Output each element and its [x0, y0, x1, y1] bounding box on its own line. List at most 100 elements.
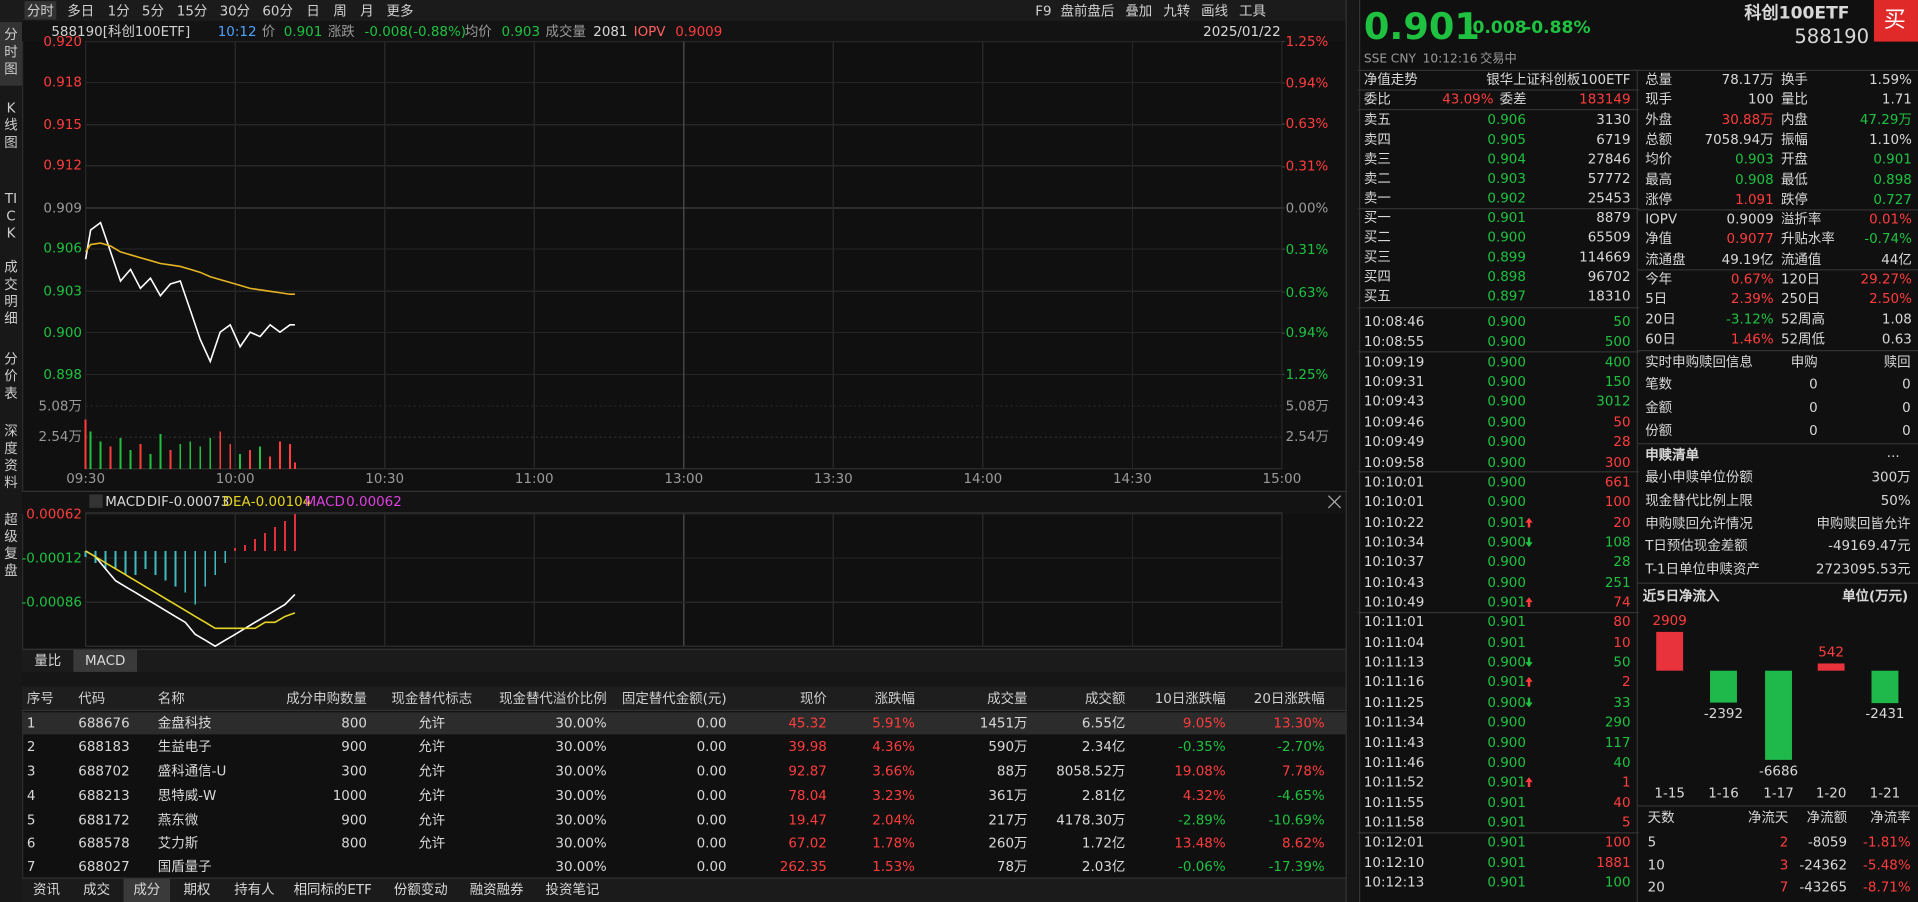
trade-price: 0.901	[1487, 814, 1526, 831]
toolbar-tab[interactable]: 日	[306, 3, 320, 19]
bottom-tab[interactable]: 资讯	[33, 881, 60, 898]
trade-arrow	[1525, 537, 1533, 548]
average-line	[84, 242, 295, 296]
column-header[interactable]: 现价	[799, 690, 827, 707]
bottom-tab[interactable]: 持有人	[234, 881, 275, 898]
label: 委比	[1363, 91, 1391, 108]
bottom-tabs	[22, 877, 1346, 902]
side-tab[interactable]: 成交明细	[4, 259, 18, 327]
label: 6719	[1596, 131, 1631, 148]
table-cell: 92.87	[788, 763, 827, 780]
label: 5日	[1645, 291, 1668, 307]
toolbar-tab[interactable]: 多日	[67, 3, 95, 19]
table-cell: 5.91%	[872, 715, 915, 732]
more-button[interactable]: ...	[1886, 444, 1900, 461]
bottom-tab[interactable]: 相同标的ETF	[293, 881, 372, 898]
table-cell: 4.32%	[1182, 787, 1226, 804]
label: 最高	[1645, 171, 1673, 188]
table-cell: 允许	[418, 763, 446, 780]
label: 流通值	[1780, 251, 1822, 268]
section-title: 近5日净流入	[1642, 588, 1720, 604]
table-cell: -2.89%	[1178, 812, 1226, 828]
trade-price: 0.901	[1487, 674, 1526, 691]
buy-button[interactable]: 买	[1883, 7, 1906, 34]
chart-tab[interactable]: MACD	[85, 652, 126, 669]
toolbar-button[interactable]: 画线	[1201, 3, 1229, 19]
chart-tab[interactable]: 量比	[34, 652, 62, 669]
table-cell: 生益电子	[157, 738, 212, 755]
toolbar-button[interactable]: 盘前盘后	[1060, 3, 1115, 19]
selected-row[interactable]	[22, 712, 1346, 735]
inflow-category: 1-17	[1763, 785, 1794, 802]
column-header[interactable]: 代码	[78, 690, 106, 707]
label: MACD	[304, 493, 345, 510]
toolbar-button[interactable]: 九转	[1163, 3, 1191, 19]
column-header[interactable]: 固定替代金额(元)	[621, 690, 727, 707]
column-header[interactable]: 名称	[157, 690, 185, 707]
side-tab[interactable]: 超级复盘	[4, 511, 18, 579]
bottom-tab[interactable]: 期权	[183, 881, 211, 898]
active-bottom-tab[interactable]	[123, 878, 171, 902]
inflow-value: -2431	[1865, 706, 1905, 723]
table-cell: 688578	[78, 835, 130, 852]
label: 开盘	[1780, 151, 1808, 168]
table-cell: -2.70%	[1277, 738, 1325, 755]
arrow	[1525, 597, 1533, 608]
toolbar-button[interactable]: 工具	[1239, 3, 1267, 19]
toolbar-tab[interactable]: 1分	[107, 3, 130, 19]
toolbar-button[interactable]: 叠加	[1125, 3, 1153, 19]
trade-volume: 40	[1613, 754, 1631, 771]
bottom-tab[interactable]: 成分	[133, 881, 161, 898]
table-cell: 88万	[996, 763, 1028, 780]
column-header[interactable]: 成交额	[1084, 690, 1126, 707]
toolbar-tab[interactable]: 月	[360, 3, 374, 19]
label: 净流天	[1747, 809, 1789, 826]
table-cell: 2.03亿	[1081, 858, 1126, 875]
column-header[interactable]: 涨跌幅	[874, 690, 915, 707]
panel-tab[interactable]: 净值走势	[1363, 71, 1418, 88]
trade-time: 10:08:55	[1363, 333, 1425, 350]
toolbar-tab[interactable]: 周	[333, 3, 347, 19]
price-line	[84, 221, 295, 364]
column-header[interactable]: 序号	[26, 690, 54, 707]
column-header[interactable]: 成交量	[987, 690, 1028, 707]
active-side-tab	[0, 22, 23, 86]
trade-time: 10:11:55	[1363, 794, 1425, 811]
label: 0.908	[1735, 171, 1774, 188]
toolbar-tab[interactable]: 15分	[176, 3, 208, 19]
label: T日预估现金差额	[1645, 538, 1748, 555]
column-header[interactable]: 成分申购数量	[286, 690, 367, 707]
column-header[interactable]: 10日涨跌幅	[1154, 690, 1226, 707]
table-cell: -17.39%	[1268, 858, 1325, 875]
side-tab[interactable]: 分价表	[4, 351, 18, 402]
inflow-value: 542	[1818, 644, 1844, 661]
side-tab[interactable]: K线图	[4, 100, 18, 151]
label: 20	[1647, 879, 1665, 896]
trade-price: 0.900	[1487, 694, 1526, 711]
label: 65509	[1587, 229, 1631, 246]
toolbar-tab[interactable]: 30分	[219, 3, 251, 19]
bottom-tab[interactable]: 投资笔记	[545, 881, 600, 898]
label: IOPV	[633, 23, 666, 40]
toolbar-button[interactable]: F9	[1035, 3, 1052, 19]
bottom-tab[interactable]: 成交	[83, 881, 111, 898]
toolbar-tab[interactable]: 60分	[262, 3, 293, 19]
side-tab[interactable]: 深度资料	[4, 423, 18, 491]
active-chart-tab[interactable]	[73, 649, 137, 672]
label: 2025/01/22	[1203, 23, 1281, 40]
side-tab[interactable]: TICK	[4, 190, 18, 242]
label: -0.88%	[1524, 18, 1591, 38]
buy-button-bg[interactable]	[1873, 0, 1918, 42]
toolbar-tab[interactable]: 5分	[141, 3, 164, 19]
label: 0	[1809, 376, 1818, 393]
side-tab[interactable]: 分时图	[4, 26, 18, 78]
column-header[interactable]: 20日涨跌幅	[1253, 690, 1325, 707]
toolbar-tab[interactable]: 更多	[386, 3, 414, 19]
bottom-tab[interactable]: 融资融券	[469, 881, 524, 898]
panel-tab[interactable]: 银华上证科创板100ETF	[1486, 71, 1631, 88]
toolbar-tab[interactable]: 分时	[26, 3, 54, 19]
column-header[interactable]: 现金替代溢价比例	[499, 690, 607, 707]
column-header[interactable]: 现金替代标志	[391, 690, 473, 707]
column-divider	[1636, 69, 1638, 902]
bottom-tab[interactable]: 份额变动	[393, 881, 448, 898]
